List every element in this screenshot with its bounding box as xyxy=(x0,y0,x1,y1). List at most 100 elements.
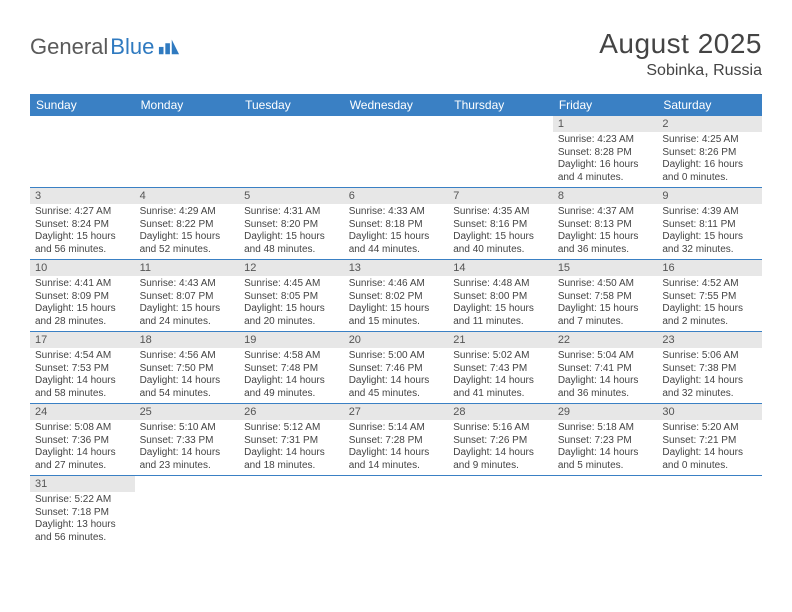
sunset-text: Sunset: 8:05 PM xyxy=(244,291,339,304)
calendar-day-cell: 29Sunrise: 5:18 AMSunset: 7:23 PMDayligh… xyxy=(553,404,658,476)
day-details: Sunrise: 5:18 AMSunset: 7:23 PMDaylight:… xyxy=(553,420,658,475)
day-details: Sunrise: 4:48 AMSunset: 8:00 PMDaylight:… xyxy=(448,276,553,331)
day-number: 5 xyxy=(239,188,344,204)
day-number: 10 xyxy=(30,260,135,276)
sunrise-text: Sunrise: 4:27 AM xyxy=(35,206,130,219)
calendar-day-cell: 1Sunrise: 4:23 AMSunset: 8:28 PMDaylight… xyxy=(553,116,658,188)
sunrise-text: Sunrise: 4:23 AM xyxy=(558,134,653,147)
daylight-text-2: and 36 minutes. xyxy=(558,244,653,257)
calendar-day-cell: 21Sunrise: 5:02 AMSunset: 7:43 PMDayligh… xyxy=(448,332,553,404)
weekday-header: Saturday xyxy=(657,94,762,116)
calendar-day-cell: 25Sunrise: 5:10 AMSunset: 7:33 PMDayligh… xyxy=(135,404,240,476)
day-details: Sunrise: 4:52 AMSunset: 7:55 PMDaylight:… xyxy=(657,276,762,331)
sunrise-text: Sunrise: 4:39 AM xyxy=(662,206,757,219)
daylight-text-2: and 24 minutes. xyxy=(140,316,235,329)
month-title: August 2025 xyxy=(599,28,762,60)
day-number: 4 xyxy=(135,188,240,204)
daylight-text-2: and 40 minutes. xyxy=(453,244,548,257)
day-number: 14 xyxy=(448,260,553,276)
sunrise-text: Sunrise: 4:46 AM xyxy=(349,278,444,291)
sunrise-text: Sunrise: 5:16 AM xyxy=(453,422,548,435)
sunrise-text: Sunrise: 4:41 AM xyxy=(35,278,130,291)
day-number: 13 xyxy=(344,260,449,276)
sunrise-text: Sunrise: 4:43 AM xyxy=(140,278,235,291)
day-number: 31 xyxy=(30,476,135,492)
sunrise-text: Sunrise: 5:22 AM xyxy=(35,494,130,507)
sunset-text: Sunset: 7:55 PM xyxy=(662,291,757,304)
daylight-text-2: and 18 minutes. xyxy=(244,460,339,473)
day-details: Sunrise: 5:02 AMSunset: 7:43 PMDaylight:… xyxy=(448,348,553,403)
daylight-text: Daylight: 15 hours xyxy=(453,303,548,316)
calendar-day-cell xyxy=(448,476,553,548)
sunset-text: Sunset: 7:43 PM xyxy=(453,363,548,376)
page-header: GeneralBlue August 2025 Sobinka, Russia xyxy=(30,28,762,80)
daylight-text-2: and 32 minutes. xyxy=(662,244,757,257)
calendar-day-cell: 2Sunrise: 4:25 AMSunset: 8:26 PMDaylight… xyxy=(657,116,762,188)
day-number: 23 xyxy=(657,332,762,348)
calendar-day-cell: 26Sunrise: 5:12 AMSunset: 7:31 PMDayligh… xyxy=(239,404,344,476)
day-details: Sunrise: 4:33 AMSunset: 8:18 PMDaylight:… xyxy=(344,204,449,259)
daylight-text: Daylight: 15 hours xyxy=(244,231,339,244)
day-details: Sunrise: 4:29 AMSunset: 8:22 PMDaylight:… xyxy=(135,204,240,259)
daylight-text-2: and 5 minutes. xyxy=(558,460,653,473)
location: Sobinka, Russia xyxy=(599,62,762,80)
daylight-text-2: and 28 minutes. xyxy=(35,316,130,329)
daylight-text: Daylight: 16 hours xyxy=(662,159,757,172)
calendar-day-cell: 19Sunrise: 4:58 AMSunset: 7:48 PMDayligh… xyxy=(239,332,344,404)
sunset-text: Sunset: 8:02 PM xyxy=(349,291,444,304)
day-number: 21 xyxy=(448,332,553,348)
calendar-day-cell: 31Sunrise: 5:22 AMSunset: 7:18 PMDayligh… xyxy=(30,476,135,548)
day-details: Sunrise: 4:50 AMSunset: 7:58 PMDaylight:… xyxy=(553,276,658,331)
sunset-text: Sunset: 8:16 PM xyxy=(453,219,548,232)
calendar-day-cell: 16Sunrise: 4:52 AMSunset: 7:55 PMDayligh… xyxy=(657,260,762,332)
daylight-text: Daylight: 14 hours xyxy=(558,375,653,388)
daylight-text: Daylight: 14 hours xyxy=(453,447,548,460)
daylight-text: Daylight: 14 hours xyxy=(662,375,757,388)
daylight-text: Daylight: 14 hours xyxy=(349,375,444,388)
daylight-text: Daylight: 15 hours xyxy=(140,303,235,316)
day-details: Sunrise: 5:16 AMSunset: 7:26 PMDaylight:… xyxy=(448,420,553,475)
sunset-text: Sunset: 8:00 PM xyxy=(453,291,548,304)
calendar-day-cell: 23Sunrise: 5:06 AMSunset: 7:38 PMDayligh… xyxy=(657,332,762,404)
calendar-day-cell: 4Sunrise: 4:29 AMSunset: 8:22 PMDaylight… xyxy=(135,188,240,260)
daylight-text-2: and 48 minutes. xyxy=(244,244,339,257)
daylight-text-2: and 49 minutes. xyxy=(244,388,339,401)
sunrise-text: Sunrise: 4:48 AM xyxy=(453,278,548,291)
daylight-text: Daylight: 14 hours xyxy=(140,375,235,388)
daylight-text: Daylight: 14 hours xyxy=(244,375,339,388)
day-number: 26 xyxy=(239,404,344,420)
sunrise-text: Sunrise: 4:56 AM xyxy=(140,350,235,363)
calendar-day-cell xyxy=(135,476,240,548)
calendar-day-cell: 6Sunrise: 4:33 AMSunset: 8:18 PMDaylight… xyxy=(344,188,449,260)
daylight-text-2: and 56 minutes. xyxy=(35,244,130,257)
calendar-day-cell xyxy=(553,476,658,548)
sunset-text: Sunset: 7:38 PM xyxy=(662,363,757,376)
daylight-text: Daylight: 15 hours xyxy=(35,303,130,316)
calendar-week-row: 24Sunrise: 5:08 AMSunset: 7:36 PMDayligh… xyxy=(30,404,762,476)
calendar-day-cell xyxy=(135,116,240,188)
logo-text-1: General xyxy=(30,34,108,60)
sunset-text: Sunset: 7:31 PM xyxy=(244,435,339,448)
sunset-text: Sunset: 8:20 PM xyxy=(244,219,339,232)
sunset-text: Sunset: 7:53 PM xyxy=(35,363,130,376)
calendar-week-row: 1Sunrise: 4:23 AMSunset: 8:28 PMDaylight… xyxy=(30,116,762,188)
day-details: Sunrise: 5:22 AMSunset: 7:18 PMDaylight:… xyxy=(30,492,135,547)
weekday-header: Tuesday xyxy=(239,94,344,116)
day-details: Sunrise: 4:45 AMSunset: 8:05 PMDaylight:… xyxy=(239,276,344,331)
sunrise-text: Sunrise: 5:02 AM xyxy=(453,350,548,363)
day-number: 15 xyxy=(553,260,658,276)
day-number: 11 xyxy=(135,260,240,276)
sunrise-text: Sunrise: 5:12 AM xyxy=(244,422,339,435)
day-details: Sunrise: 4:39 AMSunset: 8:11 PMDaylight:… xyxy=(657,204,762,259)
day-number: 29 xyxy=(553,404,658,420)
daylight-text-2: and 9 minutes. xyxy=(453,460,548,473)
weekday-header: Sunday xyxy=(30,94,135,116)
day-details: Sunrise: 4:27 AMSunset: 8:24 PMDaylight:… xyxy=(30,204,135,259)
daylight-text: Daylight: 15 hours xyxy=(662,231,757,244)
sunset-text: Sunset: 8:22 PM xyxy=(140,219,235,232)
sunset-text: Sunset: 8:07 PM xyxy=(140,291,235,304)
daylight-text: Daylight: 15 hours xyxy=(453,231,548,244)
calendar-day-cell: 15Sunrise: 4:50 AMSunset: 7:58 PMDayligh… xyxy=(553,260,658,332)
daylight-text: Daylight: 14 hours xyxy=(35,375,130,388)
calendar-day-cell: 12Sunrise: 4:45 AMSunset: 8:05 PMDayligh… xyxy=(239,260,344,332)
